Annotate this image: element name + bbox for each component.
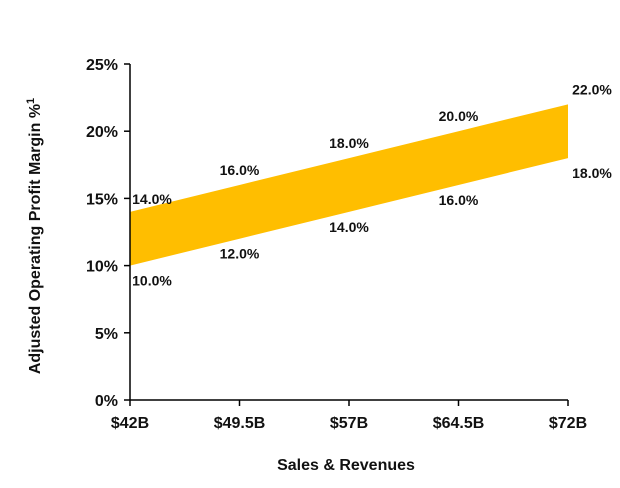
upper-data-label: 22.0% — [572, 81, 612, 97]
lower-data-label: 14.0% — [329, 219, 369, 235]
upper-data-label: 14.0% — [132, 191, 172, 207]
lower-data-label: 12.0% — [220, 246, 260, 262]
lower-data-label: 16.0% — [439, 192, 479, 208]
y-axis-title: Adjusted Operating Profit Margin %1 — [25, 98, 44, 374]
y-tick-label: 15% — [86, 191, 118, 208]
y-tick-label: 0% — [95, 393, 118, 410]
lower-data-label: 18.0% — [572, 165, 612, 181]
y-tick-label: 25% — [86, 57, 118, 74]
y-tick-label: 20% — [86, 124, 118, 141]
margin-range-band — [130, 104, 568, 266]
lower-data-label: 10.0% — [132, 273, 172, 289]
x-tick-label: $64.5B — [433, 415, 485, 432]
upper-data-label: 16.0% — [220, 162, 260, 178]
x-tick-label: $57B — [330, 415, 368, 432]
upper-data-label: 20.0% — [439, 108, 479, 124]
y-tick-label: 10% — [86, 259, 118, 276]
x-tick-label: $42B — [111, 415, 149, 432]
x-axis-title: Sales & Revenues — [277, 457, 415, 474]
upper-data-label: 18.0% — [329, 135, 369, 151]
x-tick-label: $72B — [549, 415, 587, 432]
x-tick-label: $49.5B — [214, 415, 266, 432]
y-tick-label: 5% — [95, 326, 118, 343]
